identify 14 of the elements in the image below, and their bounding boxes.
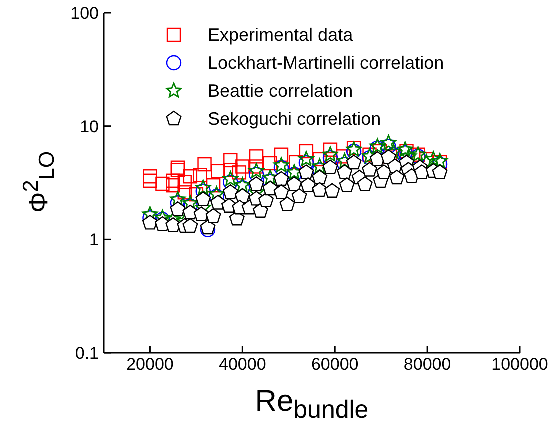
x-tick-label: 80000	[404, 355, 452, 374]
x-tick-label: 100000	[492, 355, 548, 374]
x-tick-label: 60000	[311, 355, 359, 374]
x-tick-label: 40000	[219, 355, 266, 374]
legend-label: Sekoguchi correlation	[208, 108, 382, 130]
legend-label: Lockhart-Martinelli correlation	[208, 52, 444, 74]
legend-label: Experimental data	[208, 24, 354, 46]
y-tick-label: 100	[70, 4, 99, 24]
legend-label: Beattie correlation	[208, 80, 354, 102]
y-tick-label: 0.1	[75, 344, 99, 364]
x-axis-title: Re$_{bundle}$	[254, 385, 370, 425]
x-tick-label: 20000	[126, 355, 174, 374]
y-tick-label: 1	[90, 230, 99, 250]
y-tick-label: 10	[80, 117, 99, 136]
